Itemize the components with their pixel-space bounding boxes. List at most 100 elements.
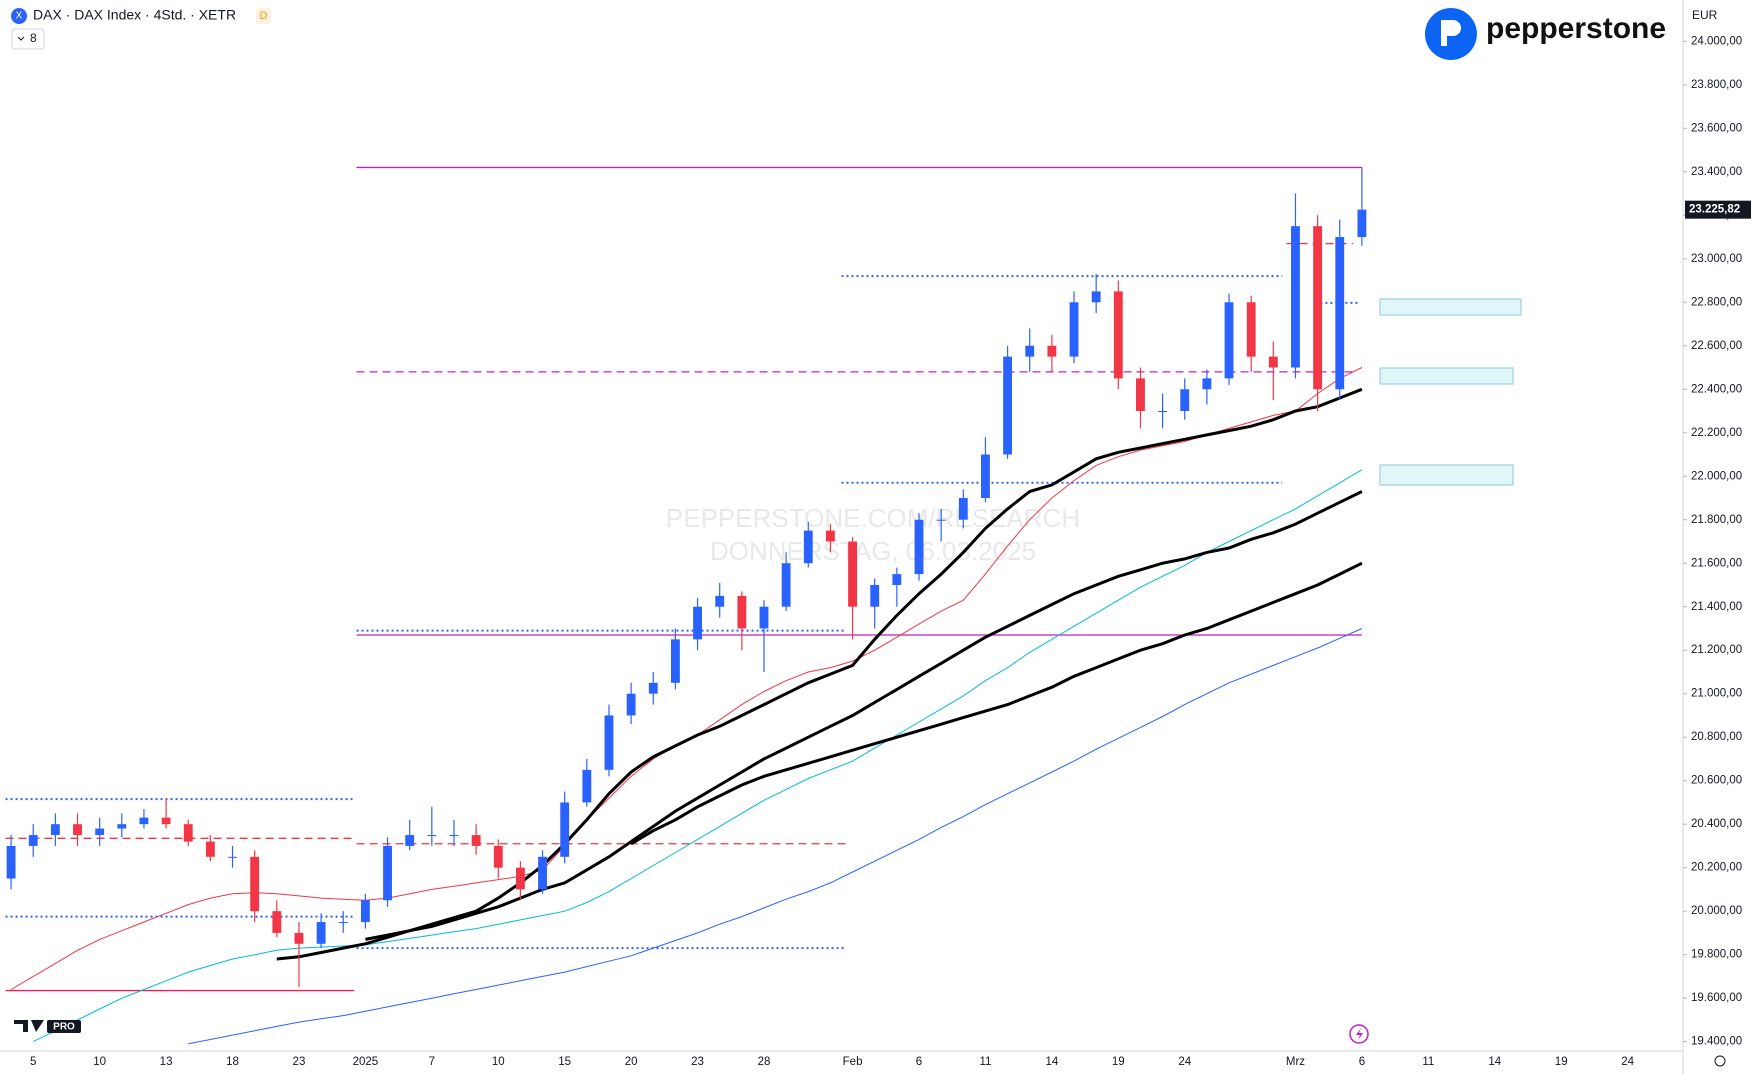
candle-body bbox=[1158, 411, 1168, 413]
alert-icon[interactable] bbox=[1349, 1024, 1369, 1044]
x-tick-label: 23 bbox=[293, 1056, 306, 1068]
moving-average bbox=[630, 561, 1363, 846]
x-tick-label: 6 bbox=[916, 1056, 922, 1068]
candle-body bbox=[117, 824, 127, 829]
zone-box bbox=[1379, 367, 1514, 385]
y-tick-label: 23.800,00 bbox=[1691, 79, 1742, 91]
y-tick-label: 23.000,00 bbox=[1691, 253, 1742, 265]
candle-body bbox=[715, 595, 725, 607]
candle-body bbox=[870, 584, 880, 607]
candle-body bbox=[28, 835, 38, 846]
candle-body bbox=[759, 606, 769, 629]
x-tick-label: 10 bbox=[492, 1056, 505, 1068]
candle-body bbox=[1003, 356, 1013, 455]
candle-body bbox=[737, 595, 747, 629]
candle-body bbox=[1025, 345, 1035, 357]
alert-icon-bolt bbox=[1356, 1028, 1363, 1040]
symbol-title[interactable]: DAX · DAX Index · 4Std. · XETR bbox=[33, 7, 236, 23]
x-tick-label: 20 bbox=[625, 1056, 638, 1068]
symbol-icon bbox=[11, 8, 27, 24]
y-tick-label: 19.800,00 bbox=[1691, 949, 1742, 961]
x-tick-label: 15 bbox=[558, 1056, 571, 1068]
watermark-line: DONNERSTAG, 06.03.2025 bbox=[710, 536, 1036, 566]
candle-body bbox=[582, 769, 592, 803]
candle-body bbox=[360, 900, 370, 923]
candle-body bbox=[1268, 356, 1278, 368]
candle-body bbox=[1091, 291, 1101, 303]
y-tick-label: 23.400,00 bbox=[1691, 166, 1742, 178]
x-tick-label: 23 bbox=[691, 1056, 704, 1068]
chevron bbox=[17, 36, 25, 41]
candle-body bbox=[6, 845, 16, 879]
x-tick-label: 5 bbox=[30, 1056, 36, 1068]
indicator-toggle[interactable] bbox=[11, 28, 45, 50]
plot bbox=[5, 166, 1367, 1045]
x-tick-label: 18 bbox=[226, 1056, 239, 1068]
moving-average bbox=[188, 628, 1363, 1045]
candle-body bbox=[604, 715, 614, 770]
candle-body bbox=[383, 845, 392, 901]
symbol-icon-glyph: X bbox=[16, 11, 23, 22]
candle-body bbox=[825, 530, 835, 542]
platform-badge: PRO bbox=[53, 1022, 75, 1033]
candle-body bbox=[338, 922, 348, 924]
candle-body bbox=[693, 606, 702, 640]
candle-body bbox=[272, 911, 282, 933]
candle-body bbox=[803, 530, 813, 564]
candle-body bbox=[73, 824, 82, 836]
y-tick-label: 21.000,00 bbox=[1691, 688, 1742, 700]
settings-icon[interactable] bbox=[1714, 1055, 1726, 1067]
x-tick-label: Feb bbox=[843, 1056, 863, 1068]
candle-body bbox=[1136, 378, 1145, 412]
candle-body bbox=[848, 541, 858, 607]
y-tick-label: 21.800,00 bbox=[1691, 514, 1742, 526]
x-tick-label: Mrz bbox=[1286, 1056, 1305, 1068]
candle-body bbox=[1113, 291, 1123, 379]
x-tick-label: 7 bbox=[429, 1056, 435, 1068]
badge: D bbox=[260, 10, 268, 22]
y-tick-label: 24.000,00 bbox=[1691, 35, 1742, 47]
x-tick-label: 28 bbox=[758, 1056, 771, 1068]
candle-body bbox=[183, 824, 193, 842]
candle-body bbox=[1246, 302, 1256, 357]
x-tick-label: 10 bbox=[93, 1056, 106, 1068]
y-tick-label: 20.000,00 bbox=[1691, 905, 1742, 917]
candle-body bbox=[50, 824, 60, 836]
y-tick-label: 21.400,00 bbox=[1691, 601, 1742, 613]
x-tick-label: 2025 bbox=[353, 1056, 379, 1068]
candle-body bbox=[493, 845, 503, 868]
platform-badge-bg bbox=[47, 1020, 81, 1033]
candle-body bbox=[95, 828, 105, 836]
y-tick-label: 20.800,00 bbox=[1691, 731, 1742, 743]
currency[interactable]: EUR bbox=[1692, 8, 1718, 22]
candle-body bbox=[648, 682, 658, 694]
brand-name: pepperstone bbox=[1486, 12, 1666, 45]
y-tick-label: 22.800,00 bbox=[1691, 296, 1742, 308]
watermark-line: PEPPERSTONE.COM/RESEARCH bbox=[666, 503, 1080, 533]
candle-body bbox=[670, 639, 680, 683]
moving-average bbox=[32, 469, 1363, 1043]
last-price-label: 23.225,82 bbox=[1689, 204, 1740, 216]
indicator-count: 8 bbox=[30, 31, 37, 45]
candle-body bbox=[936, 519, 946, 521]
moving-average bbox=[276, 387, 1363, 961]
candle-body bbox=[228, 856, 237, 858]
candle-body bbox=[405, 835, 415, 846]
candle-body bbox=[139, 817, 149, 825]
candle-body bbox=[1047, 345, 1057, 357]
candle-body bbox=[892, 574, 902, 585]
y-tick-label: 19.600,00 bbox=[1691, 992, 1742, 1004]
candle-body bbox=[958, 497, 968, 520]
candle-body bbox=[449, 835, 459, 837]
platform-logo bbox=[14, 1020, 44, 1032]
candle-body bbox=[538, 856, 547, 890]
y-tick-label: 23.600,00 bbox=[1691, 122, 1742, 134]
candle-body bbox=[914, 519, 924, 575]
candle-body bbox=[1224, 302, 1234, 379]
candle-body bbox=[626, 693, 636, 716]
x-tick-label: 11 bbox=[979, 1056, 991, 1068]
candle-body bbox=[1291, 226, 1300, 368]
y-tick-label: 21.200,00 bbox=[1691, 644, 1742, 656]
